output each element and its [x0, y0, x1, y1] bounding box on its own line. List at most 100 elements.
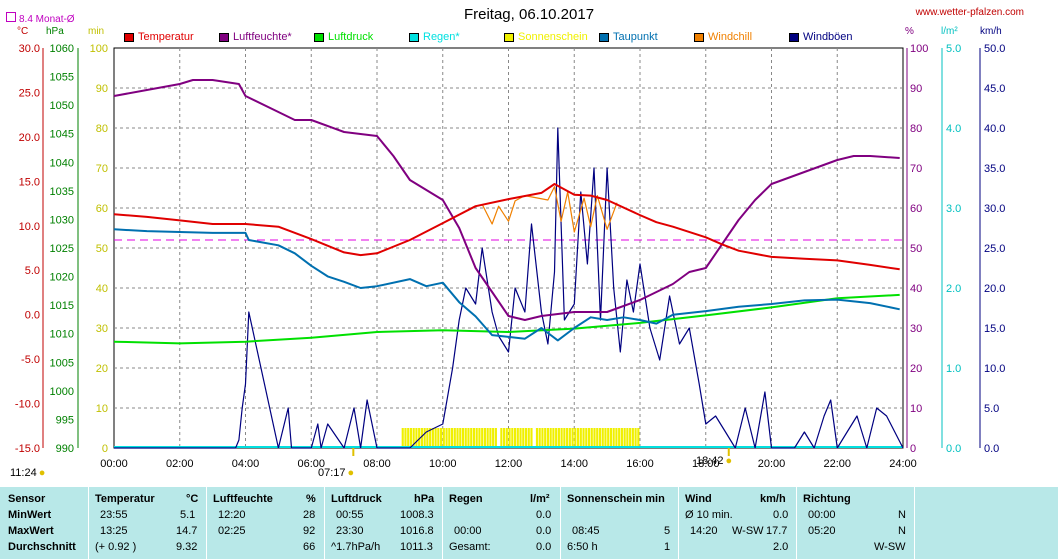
tick-label-humidity: 0 [910, 443, 916, 455]
sunshine-bar [503, 428, 506, 448]
legend-item: Windböen [789, 31, 853, 43]
legend-item: Temperatur [124, 31, 194, 43]
legend-item: Luftfeuchte* [219, 31, 292, 43]
sunshine-bar [508, 428, 511, 448]
sunshine-bar [418, 428, 421, 448]
direction-header: Richtung [803, 493, 851, 505]
humidity-min-value: 28 [303, 509, 316, 521]
tick-label-humidity: 90 [910, 83, 922, 95]
sunshine-bar [620, 428, 623, 448]
sunshine-bar [440, 428, 443, 448]
direction-max-value: N [898, 525, 906, 537]
direction-avg-value: W-SW [874, 541, 906, 553]
tick-label-sunshine: 70 [96, 163, 108, 175]
pressure-max-time: 23:30 [336, 525, 364, 537]
humidity-max-time: 02:25 [218, 525, 246, 537]
unit-sunshine: min [88, 26, 105, 37]
monthly-avg-label: 8.4 Monat-Ø [6, 12, 75, 25]
tick-label-temp: -15.0 [15, 443, 40, 455]
sunshine-max-time: 08:45 [572, 525, 600, 537]
tick-label-sunshine: 100 [90, 43, 108, 55]
tick-label-rain: 2.0 [946, 283, 961, 295]
x-tick-label: 04:00 [232, 458, 260, 470]
table-divider [206, 487, 207, 559]
tick-label-wind: 25.0 [984, 243, 1005, 255]
unit-rain: l/m² [941, 26, 958, 37]
chart-title: Freitag, 06.10.2017 [463, 6, 595, 23]
tick-label-humidity: 30 [910, 323, 922, 335]
tick-label-pressure: 1030 [50, 214, 74, 226]
row-header-sensor: Sensor [8, 493, 46, 505]
tick-label-temp: 30.0 [19, 43, 40, 55]
rain-unit: l/m² [530, 493, 550, 505]
sunshine-bar [516, 428, 519, 448]
x-tick-label: 24:00 [889, 458, 917, 470]
tick-label-wind: 15.0 [984, 323, 1005, 335]
sunshine-bar [409, 428, 413, 448]
table-divider [88, 487, 89, 559]
sunshine-bar [587, 428, 591, 448]
sunshine-bar [500, 428, 503, 448]
sunshine-bar [607, 428, 610, 448]
rain-min-value: 0.0 [536, 509, 552, 521]
sunshine-bar [472, 428, 476, 448]
sunrise-icon: ● [347, 467, 355, 479]
tick-label-rain: 4.0 [946, 123, 961, 135]
pressure-avg-note: ^1.7hPa/h [331, 541, 381, 553]
sunshine-bar [612, 428, 615, 448]
tick-label-temp: 25.0 [19, 87, 40, 99]
tick-label-wind: 50.0 [984, 43, 1005, 55]
chart-grid [113, 47, 904, 449]
pressure-header: Luftdruck [331, 493, 382, 505]
sunrise-label: 07:17 ● [318, 467, 354, 479]
tick-label-temp: 5.0 [25, 265, 40, 277]
legend-swatch [409, 32, 419, 42]
sunshine-bar [623, 428, 626, 448]
sunshine-bar [434, 428, 437, 448]
sunshine-bar [598, 428, 602, 448]
sunshine-bar [563, 428, 566, 448]
tick-label-pressure: 1000 [50, 386, 74, 398]
tick-label-pressure: 1015 [50, 300, 74, 312]
table-divider [796, 487, 797, 559]
legend-label: Windchill [708, 31, 753, 43]
pressure-avg-value: 1011.3 [400, 541, 433, 553]
tick-label-pressure: 1010 [50, 329, 74, 341]
series-line-luftfeuchte [113, 79, 900, 321]
sunshine-bar [571, 428, 574, 448]
row-header-max: MaxWert [8, 525, 54, 537]
tick-label-wind: 20.0 [984, 283, 1005, 295]
sunshine-bar [576, 428, 580, 448]
temp-unit: °C [186, 493, 199, 505]
website-link[interactable]: www.wetter-pfalzen.com [915, 7, 1024, 18]
tick-label-sunshine: 80 [96, 123, 108, 135]
row-header-avg: Durchschnitt [8, 541, 76, 553]
temp-avg-value: 9.32 [176, 541, 198, 553]
tick-label-sunshine: 20 [96, 363, 108, 375]
x-tick-label: 08:00 [363, 458, 391, 470]
sunshine-bar [513, 428, 517, 448]
temp-avg-note: (+ 0.92 ) [95, 541, 137, 553]
sunshine-bar [442, 428, 445, 448]
row-header-min: MinWert [8, 509, 52, 521]
legend-item: Regen* [409, 31, 460, 43]
sunrise-text: 07:17 [318, 467, 346, 479]
tick-label-wind: 5.0 [984, 403, 999, 415]
tick-label-wind: 10.0 [984, 363, 1005, 375]
tick-label-temp: 20.0 [19, 132, 40, 144]
pressure-max-value: 1016.8 [400, 525, 434, 537]
legend-item: Sonnenschein [504, 31, 588, 43]
sunshine-bar [467, 428, 470, 448]
unit-wind: km/h [980, 26, 1002, 37]
unit-temp: °C [17, 26, 29, 37]
sunshine-bar [404, 428, 407, 448]
sun-icon: ● [38, 467, 46, 479]
chart-series [113, 79, 904, 449]
sunshine-bar [453, 428, 456, 448]
tick-label-wind: 40.0 [984, 123, 1005, 135]
x-tick-label: 14:00 [560, 458, 588, 470]
sunshine-bar [535, 428, 539, 448]
weather-chart: 30.0 25.0 20.0 15.0 10.0 5.0 0.0 -5.0 -10.0 -15.0… [15, 43, 1006, 470]
sunshine-bar [579, 428, 582, 448]
legend-swatch [789, 32, 799, 42]
